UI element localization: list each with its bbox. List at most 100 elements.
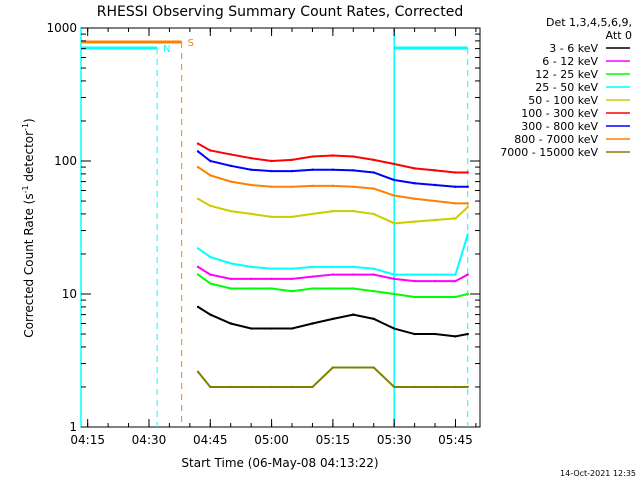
series-point xyxy=(413,385,416,389)
series-point xyxy=(392,178,396,182)
series-point xyxy=(454,217,457,220)
series-point xyxy=(331,154,335,157)
series-point xyxy=(352,209,355,213)
series-point xyxy=(433,295,437,299)
series-point xyxy=(196,247,200,250)
x-tick-label: 05:15 xyxy=(316,433,351,447)
series-point xyxy=(270,169,273,173)
series-point xyxy=(413,220,416,223)
y-tick-label: 1 xyxy=(69,420,77,434)
series-point xyxy=(196,305,200,309)
series-point xyxy=(196,150,200,153)
series-point xyxy=(229,385,232,389)
series-point xyxy=(270,215,273,219)
x-tick-label: 04:45 xyxy=(193,433,228,447)
series-point xyxy=(290,289,294,293)
series-point xyxy=(372,317,375,321)
series-point xyxy=(196,370,200,374)
series-point xyxy=(249,168,253,171)
series-point xyxy=(331,168,335,171)
series-point xyxy=(209,282,212,285)
series-point xyxy=(249,385,253,389)
series-point xyxy=(466,171,469,174)
series-point xyxy=(454,185,457,188)
series-point xyxy=(311,168,314,171)
legend-header: Att 0 xyxy=(606,29,632,42)
y-tick-label: 100 xyxy=(54,154,77,168)
series-point xyxy=(229,153,232,156)
series-point xyxy=(466,233,469,236)
series-point xyxy=(290,158,294,162)
series-point xyxy=(311,155,314,158)
series-point xyxy=(290,267,294,270)
legend-label: 7000 - 15000 keV xyxy=(500,146,598,159)
series-point xyxy=(454,279,457,283)
series-point xyxy=(454,295,457,299)
series-point xyxy=(331,287,335,290)
series-point xyxy=(466,185,469,188)
series-point xyxy=(352,265,355,269)
series-point xyxy=(209,255,212,259)
series-point xyxy=(392,385,396,389)
legend-label: 100 - 300 keV xyxy=(521,107,598,120)
y-axis-label-sup2: -1 xyxy=(21,123,30,131)
y-tick-label: 10 xyxy=(62,287,77,301)
x-tick-label: 05:00 xyxy=(254,433,289,447)
series-point xyxy=(433,273,437,276)
series-point xyxy=(392,194,396,197)
series-point xyxy=(466,273,469,276)
series-point xyxy=(331,209,335,213)
series-point xyxy=(229,262,232,265)
series-point xyxy=(466,205,469,209)
series-point xyxy=(433,183,437,187)
series-point xyxy=(433,169,437,172)
series-point xyxy=(290,215,294,219)
series-point xyxy=(454,335,457,338)
legend-label: 3 - 6 keV xyxy=(549,42,598,55)
series-point xyxy=(290,327,294,330)
axes-layer: 04:15 04:30 04:45 05:00 05:15 05:30 05:45 1 10 10… xyxy=(46,21,480,447)
series-point xyxy=(352,169,355,172)
series-point xyxy=(413,332,416,336)
series-point xyxy=(392,222,396,225)
series-point xyxy=(249,277,253,281)
series-point xyxy=(466,385,469,389)
series-point xyxy=(209,174,212,177)
legend-label: 6 - 12 keV xyxy=(542,55,598,68)
flag-label: N xyxy=(163,44,170,55)
legend-label: 50 - 100 keV xyxy=(528,94,598,107)
series-point xyxy=(466,202,469,205)
series-point xyxy=(466,292,469,296)
y-axis-label-end: ) xyxy=(22,118,36,123)
series-point xyxy=(352,366,355,369)
series-point xyxy=(372,366,375,369)
series-point xyxy=(270,185,273,188)
series-point xyxy=(229,277,232,281)
flag-label: S xyxy=(188,38,194,49)
series-point xyxy=(249,287,253,290)
chart-title: RHESSI Observing Summary Count Rates, Co… xyxy=(97,4,463,20)
legend-label: 300 - 800 keV xyxy=(521,120,598,133)
series-point xyxy=(413,167,416,170)
series-point xyxy=(392,162,396,166)
series-point xyxy=(290,185,294,188)
series-point xyxy=(392,273,396,276)
x-tick-label: 04:15 xyxy=(70,433,105,447)
series-point xyxy=(352,287,355,290)
series-point xyxy=(196,273,200,276)
series-point xyxy=(392,277,396,281)
series-point xyxy=(311,275,314,278)
series-point xyxy=(249,265,253,269)
series-point xyxy=(331,317,335,321)
series-point xyxy=(466,332,469,336)
series-point xyxy=(372,212,375,216)
series-point xyxy=(209,273,212,276)
series-point xyxy=(454,273,457,276)
legend-label: 12 - 25 keV xyxy=(535,68,598,81)
series-point xyxy=(413,197,416,200)
series-point xyxy=(311,322,314,325)
series-point xyxy=(229,287,232,290)
y-axis-label-main: Corrected Count Rate (s xyxy=(22,193,36,337)
